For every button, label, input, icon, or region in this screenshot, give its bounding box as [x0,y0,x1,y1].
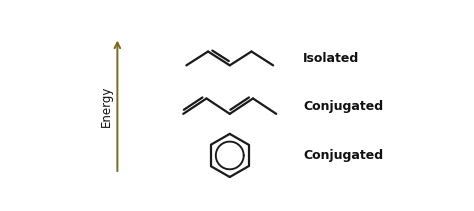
Text: Conjugated: Conjugated [303,149,383,162]
Text: Energy: Energy [100,85,113,127]
Text: Conjugated: Conjugated [303,100,383,113]
Text: Isolated: Isolated [303,52,360,65]
